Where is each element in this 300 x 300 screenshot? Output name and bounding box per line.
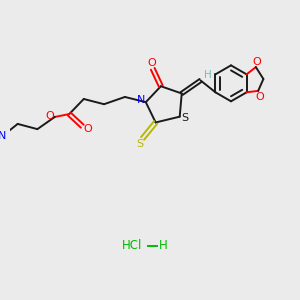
Text: O: O <box>252 57 261 67</box>
Text: HCl: HCl <box>122 239 142 252</box>
Text: O: O <box>147 58 156 68</box>
Text: N: N <box>137 95 146 105</box>
Text: S: S <box>182 113 188 123</box>
Text: O: O <box>84 124 92 134</box>
Text: N: N <box>0 131 6 141</box>
Text: O: O <box>45 111 54 121</box>
Text: S: S <box>136 139 143 149</box>
Text: O: O <box>256 92 264 102</box>
Text: H: H <box>204 70 212 80</box>
Text: H: H <box>159 239 168 252</box>
